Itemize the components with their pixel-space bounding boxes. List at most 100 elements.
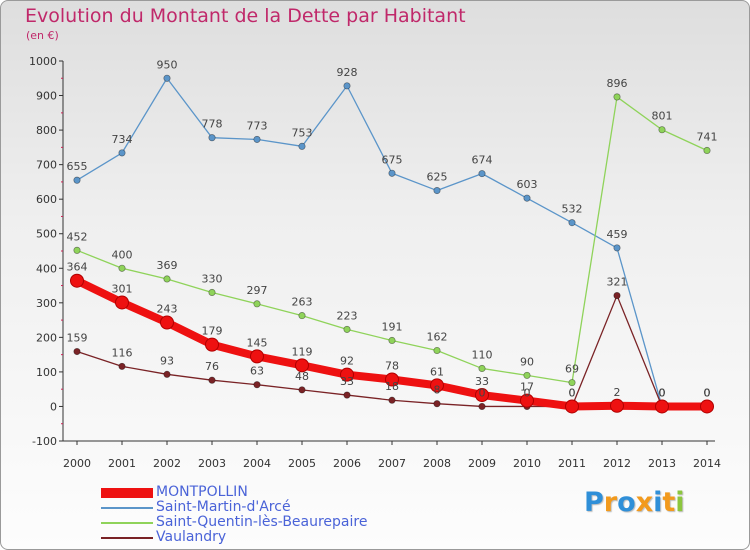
data-point-saint-martin-d-arce <box>343 82 351 90</box>
data-point-vaulandry <box>343 391 351 399</box>
data-label-montpollin: 179 <box>202 325 223 338</box>
data-point-montpollin <box>295 358 309 373</box>
data-point-vaulandry <box>433 400 441 408</box>
y-tick-label: 0 <box>50 400 57 413</box>
legend-swatch-vaulandry <box>101 537 153 539</box>
data-point-saint-quentin-les-beaurepaire <box>433 346 441 355</box>
data-label-saint-quentin-les-beaurepaire: 452 <box>67 230 88 243</box>
y-tick-label: 500 <box>36 228 57 241</box>
data-point-saint-martin-d-arce <box>163 74 171 82</box>
data-point-saint-martin-d-arce <box>433 186 441 195</box>
data-point-saint-quentin-les-beaurepaire <box>478 364 486 373</box>
y-tick-label: 300 <box>36 297 57 310</box>
data-point-vaulandry <box>388 396 396 404</box>
y-tick-label: 900 <box>36 90 57 103</box>
data-point-saint-quentin-les-beaurepaire <box>568 379 576 387</box>
data-point-vaulandry <box>163 370 171 378</box>
logo-letter: i <box>675 487 685 518</box>
data-label-saint-quentin-les-beaurepaire: 223 <box>337 309 358 322</box>
data-label-saint-martin-d-arce: 459 <box>607 228 628 241</box>
data-label-saint-martin-d-arce: 532 <box>562 203 583 216</box>
data-point-saint-quentin-les-beaurepaire <box>73 246 81 254</box>
data-label-saint-quentin-les-beaurepaire: 162 <box>427 330 448 343</box>
data-label-saint-quentin-les-beaurepaire: 369 <box>157 259 178 272</box>
data-point-montpollin <box>565 399 579 414</box>
data-point-montpollin <box>655 399 669 414</box>
legend-item-vaulandry: Vaulandry <box>101 530 521 545</box>
data-label-saint-martin-d-arce: 675 <box>382 153 403 166</box>
series-points <box>70 74 714 414</box>
data-label-vaulandry: 76 <box>205 360 219 373</box>
data-label-saint-quentin-les-beaurepaire: 801 <box>652 110 673 123</box>
data-point-vaulandry <box>118 362 126 370</box>
data-point-vaulandry <box>613 292 621 300</box>
data-label-montpollin: 243 <box>157 303 178 316</box>
x-tick-label: 2008 <box>423 457 451 470</box>
x-tick-label: 2012 <box>603 457 631 470</box>
data-label-saint-martin-d-arce: 950 <box>157 58 178 71</box>
data-label-vaulandry: 159 <box>67 332 88 345</box>
data-label-vaulandry: 33 <box>340 375 354 388</box>
data-label-montpollin: 92 <box>340 355 354 368</box>
chart-axes: -100010020030040050060070080090010002000… <box>29 55 721 470</box>
data-label-montpollin: 119 <box>292 345 313 358</box>
data-point-saint-martin-d-arce <box>73 176 81 184</box>
data-point-montpollin <box>430 378 444 393</box>
data-point-montpollin <box>700 399 714 414</box>
data-point-vaulandry <box>478 402 486 411</box>
data-label-vaulandry: 93 <box>160 354 174 367</box>
data-point-saint-martin-d-arce <box>298 142 306 150</box>
data-label-montpollin: 0 <box>704 386 711 399</box>
data-label-saint-quentin-les-beaurepaire: 191 <box>382 320 403 333</box>
legend-label-saint-martin-d-arce: Saint-Martin-d'Arcé <box>156 499 291 515</box>
data-point-montpollin <box>385 372 399 387</box>
data-label-saint-martin-d-arce: 0 <box>659 386 666 399</box>
data-label-montpollin: 33 <box>475 375 489 388</box>
data-label-saint-quentin-les-beaurepaire: 400 <box>112 248 133 261</box>
data-label-montpollin: 301 <box>112 282 133 295</box>
legend-swatch-saint-martin-d-arce <box>101 507 153 509</box>
data-point-saint-quentin-les-beaurepaire <box>253 300 261 308</box>
data-label-montpollin: 61 <box>430 365 444 378</box>
data-point-montpollin <box>340 367 354 382</box>
data-label-vaulandry: 116 <box>112 346 133 359</box>
data-point-vaulandry <box>298 386 306 394</box>
x-tick-label: 2003 <box>198 457 226 470</box>
data-point-saint-quentin-les-beaurepaire <box>163 275 171 283</box>
data-label-vaulandry: 0 <box>524 386 531 399</box>
data-label-saint-martin-d-arce: 753 <box>292 126 313 139</box>
data-label-vaulandry: 0 <box>569 386 576 399</box>
chart-legend: MONTPOLLIN Saint-Martin-d'Arcé Saint-Que… <box>101 485 521 545</box>
data-label-saint-martin-d-arce: 778 <box>202 118 223 131</box>
data-label-montpollin: 2 <box>614 386 621 399</box>
y-tick-label: 700 <box>36 159 57 172</box>
data-point-saint-quentin-les-beaurepaire <box>298 312 306 320</box>
logo-letter: x <box>635 487 654 518</box>
data-label-saint-martin-d-arce: 655 <box>67 160 88 173</box>
data-point-saint-martin-d-arce <box>478 170 486 178</box>
x-tick-label: 2011 <box>558 457 586 470</box>
legend-item-saint-martin-d-arce: Saint-Martin-d'Arcé <box>101 500 521 515</box>
x-tick-label: 2000 <box>63 457 91 470</box>
legend-item-saint-quentin-les-beaurepaire: Saint-Quentin-lès-Beaurepaire <box>101 515 521 530</box>
data-label-saint-quentin-les-beaurepaire: 263 <box>292 296 313 309</box>
data-label-montpollin: 0 <box>659 386 666 399</box>
x-tick-label: 2009 <box>468 457 496 470</box>
data-label-saint-quentin-les-beaurepaire: 90 <box>520 355 534 368</box>
y-tick-label: 400 <box>36 262 57 275</box>
data-label-vaulandry: 63 <box>250 365 264 378</box>
data-label-saint-martin-d-arce: 928 <box>337 66 358 79</box>
data-point-vaulandry <box>253 381 261 389</box>
data-label-saint-quentin-les-beaurepaire: 330 <box>202 272 223 285</box>
data-point-saint-martin-d-arce <box>253 135 261 143</box>
data-label-vaulandry: 18 <box>385 380 399 393</box>
data-point-saint-quentin-les-beaurepaire <box>343 325 351 333</box>
logo-letter: P <box>584 487 604 518</box>
data-point-montpollin <box>115 295 129 310</box>
x-tick-label: 2010 <box>513 457 541 470</box>
y-tick-label: -100 <box>32 435 57 448</box>
data-label-montpollin: 0 <box>569 386 576 399</box>
data-label-saint-quentin-les-beaurepaire: 110 <box>472 348 493 361</box>
